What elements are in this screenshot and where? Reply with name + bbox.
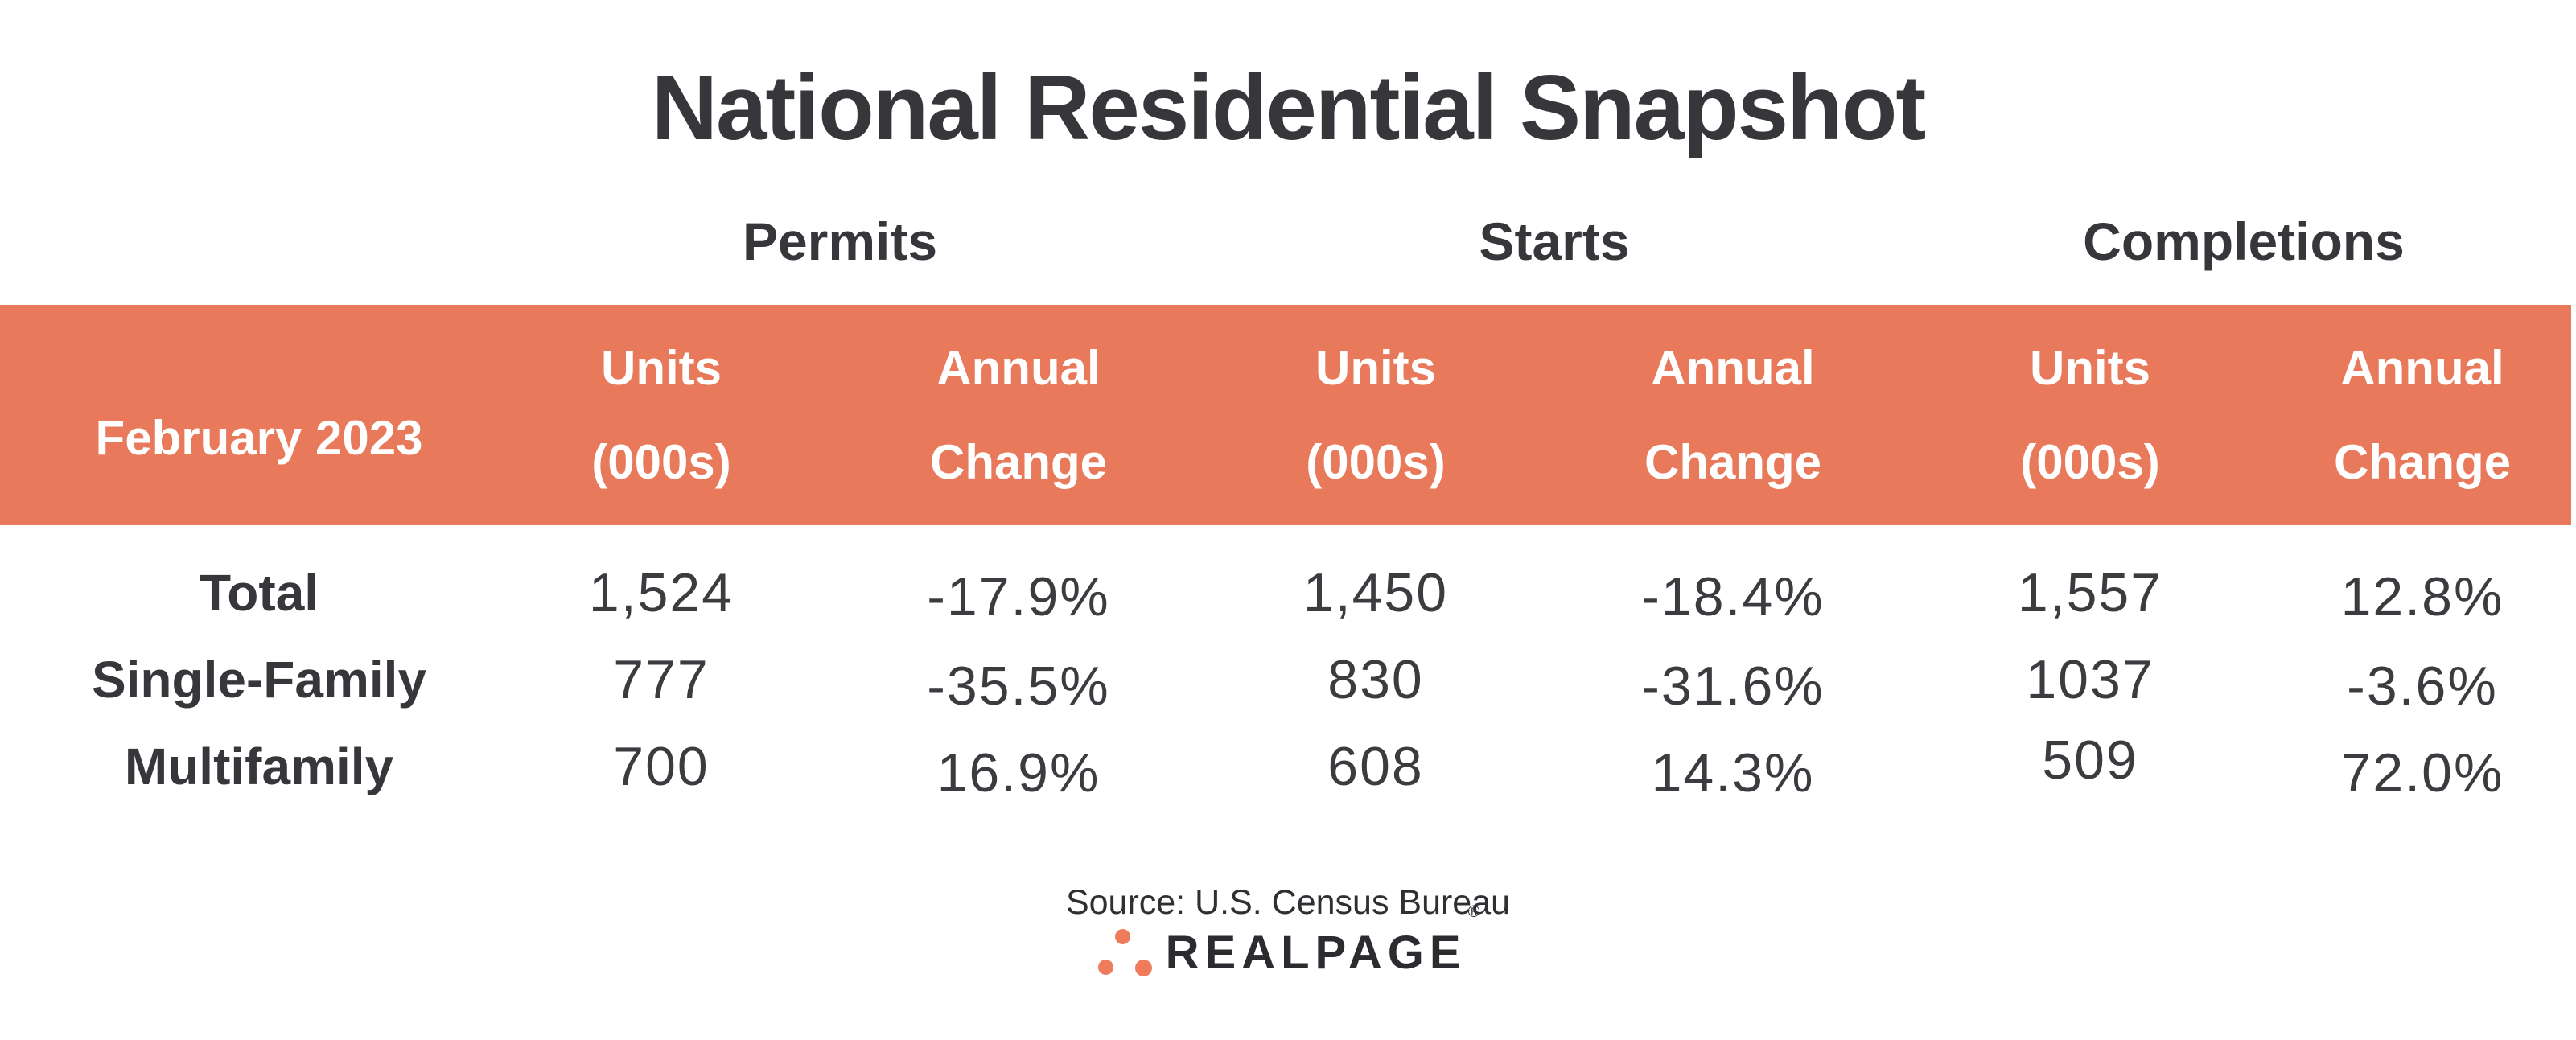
row-label: Multifamily	[124, 738, 394, 795]
header-units-line2: (000s)	[1306, 435, 1446, 489]
group-header-completions: Completions	[2083, 212, 2405, 271]
header-starts-change: Annual Change	[1554, 321, 1911, 509]
logo-dot-top	[1114, 928, 1130, 944]
units-cell: 700	[613, 736, 710, 797]
header-permits-change: Annual Change	[840, 321, 1197, 509]
realpage-wordmark-text: REALPAGE	[1165, 926, 1467, 979]
table-header-band: February 2023 Units (000s) Annual Change…	[0, 305, 2571, 525]
group-header-starts: Starts	[1479, 212, 1630, 271]
header-units-line1: Units	[2030, 341, 2150, 395]
realpage-dots-icon	[1097, 928, 1152, 976]
realpage-logo: REALPAGE®	[0, 903, 2576, 983]
header-units-line2: (000s)	[2020, 435, 2160, 489]
annual-change-cell: 12.8%	[2340, 566, 2504, 627]
header-completions-units: Units (000s)	[1911, 321, 2269, 509]
annual-change-cell: -31.6%	[1641, 656, 1825, 717]
table-row: Multifamily 700 16.9% 608 14.3% 509 72.0%	[0, 723, 2576, 810]
header-change-line1: Annual	[936, 341, 1101, 395]
units-cell: 1,524	[588, 562, 735, 623]
realpage-wordmark: REALPAGE®	[1165, 903, 1480, 980]
units-cell: 1,557	[2017, 562, 2163, 623]
group-header-permits: Permits	[742, 212, 938, 271]
header-change-line2: Change	[929, 435, 1108, 489]
annual-change-cell: 72.0%	[2340, 742, 2504, 804]
header-permits-units: Units (000s)	[483, 321, 840, 509]
table-row: Single-Family 777 -35.5% 830 -31.6% 1037 -3.6%	[0, 636, 2576, 723]
source-note: Source: U.S. Census Bureau	[1065, 883, 1511, 922]
units-cell: 509	[2042, 730, 2138, 791]
logo-dot-right	[1134, 959, 1152, 976]
row-label: Single-Family	[91, 651, 427, 709]
header-units-line1: Units	[601, 341, 722, 395]
units-cell: 777	[613, 649, 710, 710]
header-change-line1: Annual	[2340, 341, 2504, 395]
annual-change-cell: -3.6%	[2347, 656, 2498, 717]
header-units-line1: Units	[1315, 341, 1436, 395]
units-cell: 1037	[2026, 649, 2154, 710]
registered-trademark-symbol: ®	[1467, 902, 1480, 921]
annual-change-cell: 16.9%	[936, 742, 1101, 804]
period-label: February 2023	[95, 410, 423, 465]
table-body: Total 1,524 -17.9% 1,450 -18.4% 1,557 12.8% Sin…	[0, 549, 2576, 810]
header-change-line2: Change	[1644, 435, 1822, 489]
column-group-header-row: Permits Starts Completions	[0, 193, 2576, 290]
header-starts-units: Units (000s)	[1197, 321, 1554, 509]
logo-dot-left	[1097, 959, 1113, 975]
annual-change-cell: 14.3%	[1651, 742, 1815, 804]
header-units-line2: (000s)	[591, 435, 731, 489]
table-row: Total 1,524 -17.9% 1,450 -18.4% 1,557 12.8%	[0, 549, 2576, 636]
annual-change-cell: -18.4%	[1641, 566, 1825, 627]
header-change-line2: Change	[2333, 435, 2512, 489]
page-title: National Residential Snapshot	[651, 57, 1927, 159]
row-label: Total	[199, 564, 319, 622]
header-completions-change: Annual Change	[2269, 321, 2576, 509]
units-cell: 1,450	[1302, 562, 1449, 623]
units-cell: 608	[1327, 736, 1424, 797]
annual-change-cell: -35.5%	[927, 656, 1110, 717]
annual-change-cell: -17.9%	[927, 566, 1110, 627]
header-change-line1: Annual	[1651, 341, 1815, 395]
units-cell: 830	[1327, 649, 1424, 710]
